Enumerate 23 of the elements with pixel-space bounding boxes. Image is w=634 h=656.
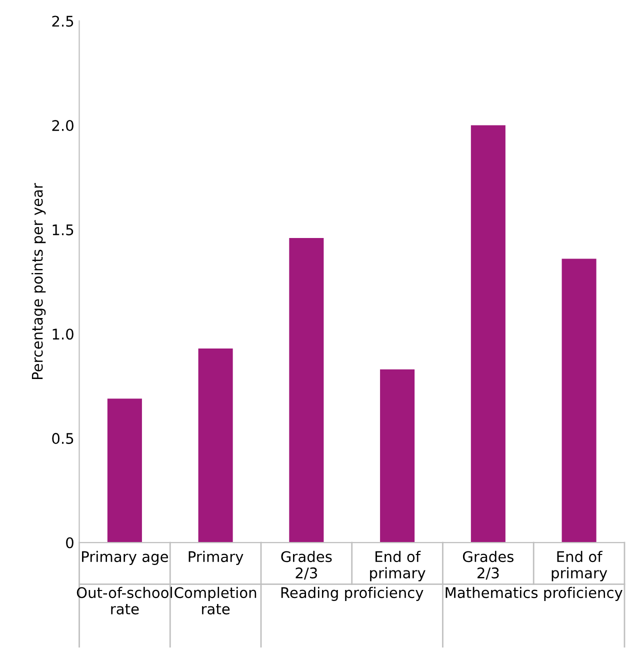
text: Out-of-school rate — [76, 586, 172, 614]
x-tick-label: End of primary — [552, 550, 608, 582]
text: Mathematics proficiency — [446, 586, 622, 601]
y-tick-label: 0 — [66, 537, 74, 548]
y-axis-title: Percentage points per year — [32, 183, 46, 380]
x-tick-label: Primary — [188, 550, 244, 565]
x-tick-label: Grades 2/3 — [281, 550, 332, 580]
bar — [380, 369, 415, 543]
bar — [198, 348, 233, 543]
x-tick-label: Grades 2/3 — [462, 550, 514, 580]
bar — [470, 125, 506, 543]
bar — [107, 398, 142, 543]
text: Completion rate — [174, 586, 256, 614]
text: Reading proficiency — [281, 586, 424, 601]
y-tick-label: 1.0 — [52, 328, 74, 340]
y-tick-label: 0.5 — [52, 432, 74, 444]
bar — [562, 258, 596, 543]
x-tick-label: End of primary — [370, 550, 426, 582]
y-tick-label: 1.5 — [52, 224, 74, 236]
y-tick-label: 2.5 — [52, 16, 74, 27]
bar — [289, 238, 324, 543]
x-tick-label: Primary age — [82, 550, 168, 565]
y-tick-label: 2.0 — [52, 120, 74, 132]
